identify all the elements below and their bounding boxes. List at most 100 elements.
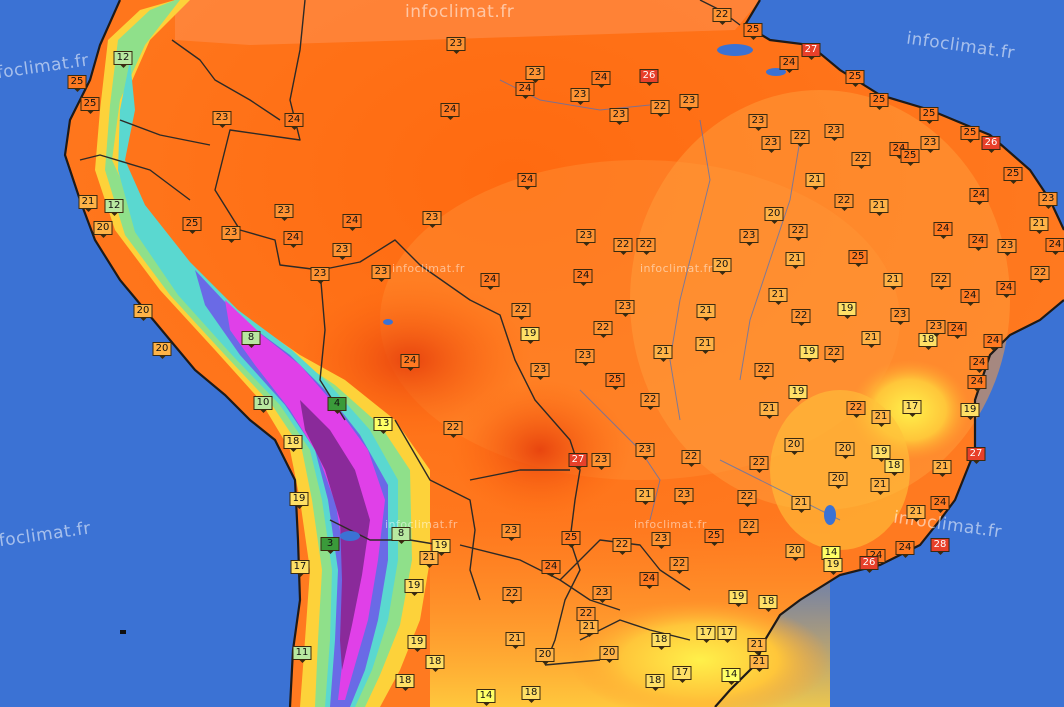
station-temperature-marker: 23: [824, 124, 844, 141]
northern-band: [175, 0, 760, 45]
station-temperature-marker: 20: [712, 258, 732, 275]
station-temperature-marker: 24: [283, 231, 303, 248]
station-temperature-marker: 23: [679, 94, 699, 111]
station-temperature-marker: 23: [997, 239, 1017, 256]
station-temperature-marker: 22: [834, 194, 854, 211]
station-temperature-marker: 21: [579, 620, 599, 637]
station-temperature-marker: 22: [749, 456, 769, 473]
station-temperature-marker: 13: [373, 417, 393, 434]
station-temperature-marker: 22: [851, 152, 871, 169]
station-temperature-marker: 20: [835, 442, 855, 459]
station-temperature-marker: 23: [422, 211, 442, 228]
station-temperature-marker: 21: [861, 331, 881, 348]
station-temperature-marker: 18: [395, 674, 415, 691]
station-temperature-marker: 24: [573, 269, 593, 286]
station-temperature-marker: 24: [996, 281, 1016, 298]
station-temperature-marker: 20: [599, 646, 619, 663]
station-temperature-marker: 18: [758, 595, 778, 612]
station-temperature-marker: 14: [476, 689, 496, 706]
station-temperature-marker: 22: [502, 587, 522, 604]
andes-purple-core: [300, 400, 370, 670]
station-temperature-marker: 24: [779, 56, 799, 73]
station-temperature-marker: 23: [530, 363, 550, 380]
station-temperature-marker: 21: [696, 304, 716, 321]
station-temperature-marker: 23: [525, 66, 545, 83]
station-temperature-marker: 23: [332, 243, 352, 260]
station-temperature-marker: 19: [837, 302, 857, 319]
station-temperature-marker: 22: [931, 273, 951, 290]
station-temperature-marker: 21: [749, 655, 769, 672]
watermark: infoclimat.fr: [640, 262, 713, 275]
watermark: infoclimat.fr: [392, 262, 465, 275]
station-temperature-marker: 24: [342, 214, 362, 231]
station-temperature-marker: 21: [78, 195, 98, 212]
station-temperature-marker: 21: [768, 288, 788, 305]
station-temperature-marker: 17: [696, 626, 716, 643]
station-temperature-marker: 24: [969, 356, 989, 373]
station-temperature-marker: 25: [182, 217, 202, 234]
station-temperature-marker: 24: [400, 354, 420, 371]
station-temperature-marker: 21: [805, 173, 825, 190]
station-temperature-marker: 23: [446, 37, 466, 54]
station-temperature-marker: 21: [419, 551, 439, 568]
station-temperature-marker: 21: [505, 632, 525, 649]
station-temperature-marker: 23: [575, 349, 595, 366]
station-temperature-marker: 22: [640, 393, 660, 410]
station-temperature-marker: 8: [241, 331, 261, 348]
station-temperature-marker: 23: [615, 300, 635, 317]
station-temperature-marker: 21: [932, 460, 952, 477]
station-temperature-marker: 19: [431, 539, 451, 556]
station-temperature-marker: 21: [695, 337, 715, 354]
station-temperature-marker: 19: [728, 590, 748, 607]
station-temperature-marker: 22: [824, 346, 844, 363]
station-temperature-marker: 19: [960, 403, 980, 420]
station-temperature-marker: 14: [721, 668, 741, 685]
station-temperature-marker: 3: [320, 537, 340, 554]
station-temperature-marker: 24: [517, 173, 537, 190]
station-temperature-marker: 22: [612, 538, 632, 555]
station-temperature-marker: 21: [653, 345, 673, 362]
station-temperature-marker: 21: [1029, 217, 1049, 234]
station-temperature-marker: 19: [520, 327, 540, 344]
station-temperature-marker: 23: [890, 308, 910, 325]
station-temperature-marker: 24: [983, 334, 1003, 351]
station-temperature-marker: 25: [561, 531, 581, 548]
station-temperature-marker: 22: [788, 224, 808, 241]
station-temperature-marker: 24: [930, 496, 950, 513]
station-temperature-marker: 23: [570, 88, 590, 105]
station-temperature-marker: 17: [902, 400, 922, 417]
station-temperature-marker: 24: [440, 103, 460, 120]
station-temperature-marker: 21: [785, 252, 805, 269]
station-temperature-marker: 23: [576, 229, 596, 246]
station-temperature-marker: 24: [947, 322, 967, 339]
station-temperature-marker: 19: [871, 445, 891, 462]
station-temperature-marker: 21: [883, 273, 903, 290]
station-temperature-marker: 20: [784, 438, 804, 455]
station-temperature-marker: 19: [823, 558, 843, 575]
station-temperature-marker: 24: [591, 71, 611, 88]
station-temperature-marker: 25: [1003, 167, 1023, 184]
station-temperature-marker: 24: [515, 82, 535, 99]
station-temperature-marker: 17: [717, 626, 737, 643]
station-temperature-marker: 20: [785, 544, 805, 561]
station-temperature-marker: 25: [743, 23, 763, 40]
station-temperature-marker: 20: [133, 304, 153, 321]
station-temperature-marker: 23: [591, 453, 611, 470]
station-temperature-marker: 23: [920, 136, 940, 153]
station-temperature-marker: 18: [521, 686, 541, 703]
station-temperature-marker: 21: [871, 410, 891, 427]
station-temperature-marker: 21: [906, 505, 926, 522]
station-temperature-marker: 20: [828, 472, 848, 489]
station-temperature-marker: 27: [568, 453, 588, 470]
station-temperature-marker: 21: [759, 402, 779, 419]
station-temperature-marker: 27: [801, 43, 821, 60]
station-temperature-marker: 23: [592, 586, 612, 603]
station-temperature-marker: 19: [407, 635, 427, 652]
station-temperature-marker: 24: [967, 375, 987, 392]
station-temperature-marker: 18: [651, 633, 671, 650]
station-temperature-marker: 4: [327, 397, 347, 414]
station-temperature-marker: 22: [443, 421, 463, 438]
andes-blue: [195, 270, 388, 707]
station-temperature-marker: 22: [712, 8, 732, 25]
